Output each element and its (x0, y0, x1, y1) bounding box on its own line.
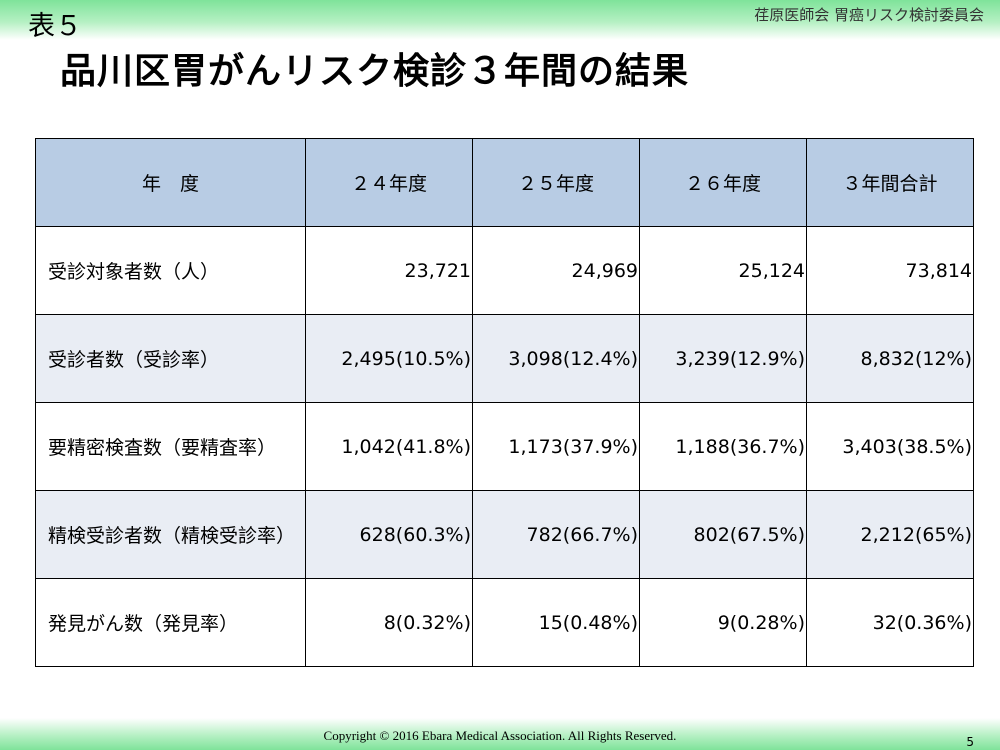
table-number-label: 表５ (28, 11, 82, 42)
table-cell: 24,969 (472, 226, 640, 315)
table-cell: 32(0.36%) (806, 578, 974, 667)
header-cell-fy24: ２４年度 (305, 138, 473, 227)
table-cell: 3,239(12.9%) (639, 314, 807, 403)
table-row: 発見がん数（発見率） 8(0.32%) 15(0.48%) 9(0.28%) 3… (35, 578, 974, 667)
page-number: 5 (966, 735, 974, 749)
table-cell: 15(0.48%) (472, 578, 640, 667)
row-label: 要精密検査数（要精査率） (35, 402, 306, 491)
table-cell: 73,814 (806, 226, 974, 315)
table-cell: 782(66.7%) (472, 490, 640, 579)
bottom-decorative-band (0, 718, 1000, 750)
table-cell: 9(0.28%) (639, 578, 807, 667)
copyright-notice: Copyright © 2016 Ebara Medical Associati… (323, 728, 677, 743)
row-label: 受診者数（受診率） (35, 314, 306, 403)
table-row: 受診対象者数（人） 23,721 24,969 25,124 73,814 (35, 226, 974, 315)
table-cell: 8(0.32%) (305, 578, 473, 667)
table-cell: 8,832(12%) (806, 314, 974, 403)
organization-name: 荏原医師会 胃癌リスク検討委員会 (754, 6, 984, 24)
table-cell: 1,188(36.7%) (639, 402, 807, 491)
table-cell: 1,173(37.9%) (472, 402, 640, 491)
table-cell: 628(60.3%) (305, 490, 473, 579)
table-cell: 3,098(12.4%) (472, 314, 640, 403)
results-table: 年 度 ２４年度 ２５年度 ２６年度 ３年間合計 受診対象者数（人） 23,72… (35, 138, 974, 667)
table-header-row: 年 度 ２４年度 ２５年度 ２６年度 ３年間合計 (35, 138, 974, 227)
table-row: 精検受診者数（精検受診率） 628(60.3%) 782(66.7%) 802(… (35, 490, 974, 579)
header-cell-year: 年 度 (35, 138, 306, 227)
table-cell: 2,495(10.5%) (305, 314, 473, 403)
row-label: 精検受診者数（精検受診率） (35, 490, 306, 579)
header-cell-fy25: ２５年度 (472, 138, 640, 227)
table-cell: 2,212(65%) (806, 490, 974, 579)
table-cell: 25,124 (639, 226, 807, 315)
table-cell: 23,721 (305, 226, 473, 315)
page-title: 品川区胃がんリスク検診３年間の結果 (60, 51, 690, 92)
top-decorative-band (0, 0, 1000, 40)
table-row: 受診者数（受診率） 2,495(10.5%) 3,098(12.4%) 3,23… (35, 314, 974, 403)
row-label: 受診対象者数（人） (35, 226, 306, 315)
header-cell-fy26: ２６年度 (639, 138, 807, 227)
table-row: 要精密検査数（要精査率） 1,042(41.8%) 1,173(37.9%) 1… (35, 402, 974, 491)
row-label: 発見がん数（発見率） (35, 578, 306, 667)
table-cell: 1,042(41.8%) (305, 402, 473, 491)
table-cell: 802(67.5%) (639, 490, 807, 579)
header-cell-total: ３年間合計 (806, 138, 974, 227)
table-cell: 3,403(38.5%) (806, 402, 974, 491)
